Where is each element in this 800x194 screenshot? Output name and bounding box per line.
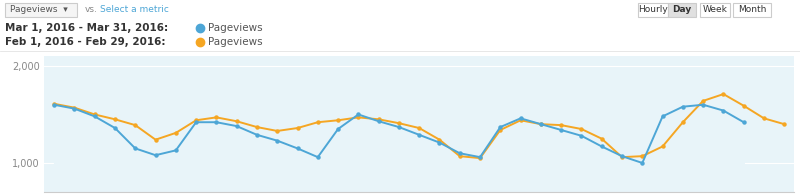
Text: Week: Week [702, 5, 727, 15]
Text: Mar 1, 2016 - Mar 31, 2016:: Mar 1, 2016 - Mar 31, 2016: [5, 23, 168, 33]
Text: Pageviews: Pageviews [208, 37, 262, 47]
Text: Day: Day [672, 5, 692, 15]
Text: Hourly: Hourly [638, 5, 668, 15]
Text: Select a metric: Select a metric [100, 5, 169, 15]
FancyBboxPatch shape [733, 3, 771, 17]
Text: Month: Month [738, 5, 766, 15]
Text: Feb 1, 2016 - Feb 29, 2016:: Feb 1, 2016 - Feb 29, 2016: [5, 37, 166, 47]
FancyBboxPatch shape [5, 3, 77, 17]
FancyBboxPatch shape [668, 3, 696, 17]
Text: Pageviews  ▾: Pageviews ▾ [10, 5, 68, 15]
Text: Pageviews: Pageviews [208, 23, 262, 33]
FancyBboxPatch shape [700, 3, 730, 17]
FancyBboxPatch shape [638, 3, 668, 17]
Text: vs.: vs. [85, 5, 98, 15]
